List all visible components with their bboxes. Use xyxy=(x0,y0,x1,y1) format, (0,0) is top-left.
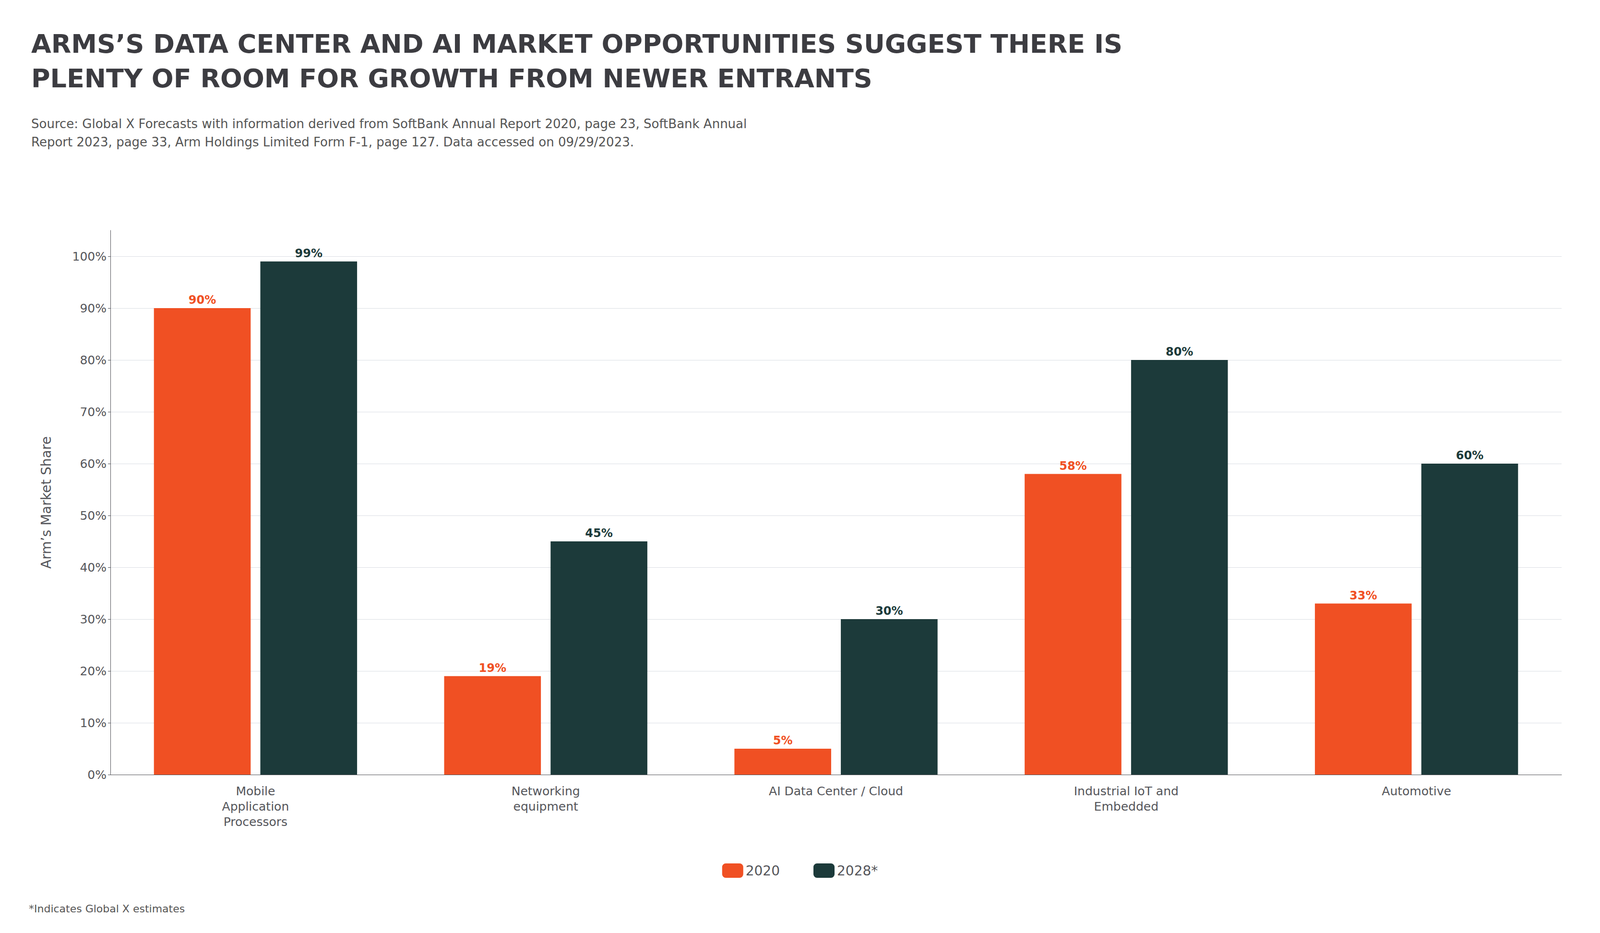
svg-text:5%: 5% xyxy=(773,733,793,748)
svg-text:2020: 2020 xyxy=(745,862,780,879)
svg-text:19%: 19% xyxy=(478,661,507,675)
svg-text:45%: 45% xyxy=(585,526,613,540)
svg-text:20%: 20% xyxy=(79,664,107,679)
svg-text:PLENTY OF ROOM FOR GROWTH FROM: PLENTY OF ROOM FOR GROWTH FROM NEWER ENT… xyxy=(31,63,873,94)
svg-text:0%: 0% xyxy=(87,767,107,782)
svg-text:30%: 30% xyxy=(79,612,107,627)
svg-text:AI Data Center / Cloud: AI Data Center / Cloud xyxy=(768,784,904,799)
svg-text:Arm’s Market Share: Arm’s Market Share xyxy=(38,436,55,569)
svg-text:Processors: Processors xyxy=(223,814,288,829)
svg-text:2028*: 2028* xyxy=(836,862,878,879)
svg-text:Industrial IoT and: Industrial IoT and xyxy=(1074,784,1179,799)
svg-text:60%: 60% xyxy=(1456,448,1484,463)
svg-text:70%: 70% xyxy=(79,405,107,419)
svg-text:Embedded: Embedded xyxy=(1094,799,1159,814)
svg-text:33%: 33% xyxy=(1349,588,1377,603)
svg-text:58%: 58% xyxy=(1059,459,1087,473)
svg-text:Application: Application xyxy=(222,799,290,814)
svg-text:99%: 99% xyxy=(295,246,323,261)
svg-text:ARMS’S DATA CENTER AND AI MARK: ARMS’S DATA CENTER AND AI MARKET OPPORTU… xyxy=(31,28,1123,60)
svg-text:90%: 90% xyxy=(79,301,107,316)
svg-text:*Indicates Global X estimates: *Indicates Global X estimates xyxy=(28,902,185,915)
svg-text:Report 2023, page 33, Arm Hold: Report 2023, page 33, Arm Holdings Limit… xyxy=(31,134,634,150)
svg-text:Source: Global X Forecasts wit: Source: Global X Forecasts with informat… xyxy=(31,116,747,132)
svg-text:Mobile: Mobile xyxy=(235,784,275,799)
svg-text:10%: 10% xyxy=(79,716,107,730)
svg-text:80%: 80% xyxy=(79,353,107,368)
svg-text:100%: 100% xyxy=(72,249,107,264)
svg-text:30%: 30% xyxy=(875,604,903,618)
svg-text:Networking: Networking xyxy=(511,784,581,799)
svg-text:80%: 80% xyxy=(1165,345,1194,359)
svg-text:90%: 90% xyxy=(188,293,216,307)
svg-text:40%: 40% xyxy=(79,560,107,575)
svg-text:60%: 60% xyxy=(79,456,107,471)
svg-text:50%: 50% xyxy=(79,508,107,523)
svg-text:Automotive: Automotive xyxy=(1381,784,1452,799)
svg-text:equipment: equipment xyxy=(513,799,579,814)
